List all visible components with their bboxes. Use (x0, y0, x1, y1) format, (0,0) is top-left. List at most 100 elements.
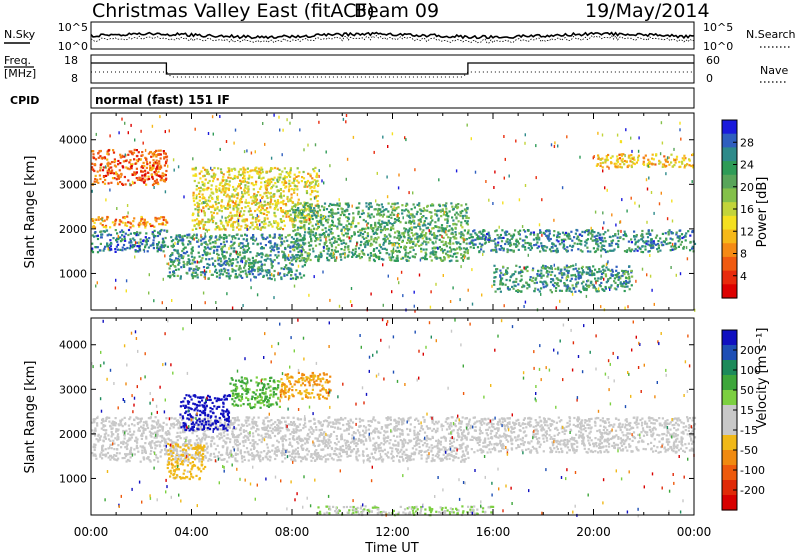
data-cell (303, 264, 306, 267)
data-cell (191, 228, 194, 231)
data-cell (327, 228, 331, 231)
data-cell (340, 258, 343, 261)
data-cell (204, 271, 207, 274)
data-cell (230, 264, 234, 267)
data-cell (597, 231, 600, 235)
data-cell (292, 208, 295, 211)
data-cell (208, 263, 211, 266)
data-cell (93, 157, 96, 160)
data-cell (291, 445, 294, 448)
data-cell (588, 266, 591, 269)
data-cell (230, 195, 233, 198)
data-cell (647, 240, 650, 243)
data-cell (545, 271, 548, 274)
data-cell (134, 232, 137, 235)
data-cell (130, 167, 133, 170)
scatter-cell (602, 169, 604, 173)
data-cell (388, 242, 391, 245)
data-cell (308, 222, 311, 225)
data-cell (374, 232, 377, 235)
data-cell (253, 192, 256, 196)
data-cell (382, 243, 385, 246)
data-cell (456, 438, 459, 442)
data-cell (517, 232, 520, 235)
data-cell (106, 215, 109, 219)
data-cell (372, 227, 375, 230)
data-cell (195, 184, 198, 188)
data-cell (296, 256, 299, 259)
data-cell (524, 266, 528, 270)
scatter-cell (296, 193, 299, 197)
scatter-cell (503, 135, 505, 138)
data-cell (517, 242, 521, 245)
data-cell (234, 168, 237, 171)
data-cell (236, 197, 239, 200)
data-cell (158, 166, 161, 169)
data-cell (587, 233, 590, 236)
scatter-cell (535, 176, 537, 180)
data-cell (302, 205, 305, 208)
data-cell (393, 202, 396, 205)
data-cell (599, 233, 602, 236)
data-cell (540, 269, 543, 272)
data-cell (358, 253, 361, 256)
scatter-cell (314, 143, 317, 147)
data-cell (212, 177, 215, 180)
data-cell (298, 257, 301, 260)
data-cell (307, 204, 310, 208)
data-cell (222, 173, 225, 176)
data-cell (397, 217, 400, 220)
data-cell (94, 418, 97, 421)
scatter-cell (463, 238, 465, 242)
data-cell (494, 245, 497, 248)
data-cell (556, 236, 559, 239)
data-cell (412, 203, 415, 206)
data-cell (190, 252, 193, 255)
data-cell (287, 258, 290, 261)
data-cell (326, 221, 329, 224)
scatter-cell (373, 150, 375, 154)
scatter-cell (204, 232, 206, 236)
data-cell (586, 229, 589, 232)
data-cell (612, 249, 615, 252)
data-cell (99, 222, 102, 225)
data-cell (542, 283, 545, 286)
data-cell (336, 225, 339, 228)
data-cell (232, 258, 235, 261)
data-cell (156, 250, 159, 253)
data-cell (510, 237, 513, 240)
data-cell (311, 177, 314, 180)
scatter-cell (134, 138, 136, 142)
data-cell (426, 209, 429, 212)
data-cell (662, 240, 665, 243)
data-cell (483, 234, 486, 237)
data-cell (244, 186, 247, 189)
data-cell (399, 236, 403, 239)
data-cell (220, 210, 223, 213)
data-cell (273, 199, 277, 202)
data-cell (273, 429, 276, 432)
data-cell (143, 164, 146, 167)
data-cell (251, 169, 254, 172)
data-cell (159, 164, 162, 167)
data-cell (621, 157, 624, 161)
data-cell (242, 213, 245, 216)
data-cell (411, 255, 414, 258)
data-cell (441, 230, 444, 233)
data-cell (370, 205, 373, 208)
data-cell (688, 164, 691, 167)
data-cell (197, 204, 200, 207)
data-cell (623, 163, 626, 166)
data-cell (391, 211, 394, 214)
data-cell (157, 170, 160, 173)
scatter-cell (402, 294, 404, 298)
data-cell (193, 256, 196, 259)
data-cell (454, 252, 457, 255)
scatter-cell (144, 148, 147, 152)
data-cell (106, 158, 109, 161)
data-cell (302, 259, 306, 262)
data-cell (478, 251, 481, 254)
data-cell (191, 274, 194, 277)
data-cell (687, 230, 690, 233)
data-cell (259, 247, 263, 250)
